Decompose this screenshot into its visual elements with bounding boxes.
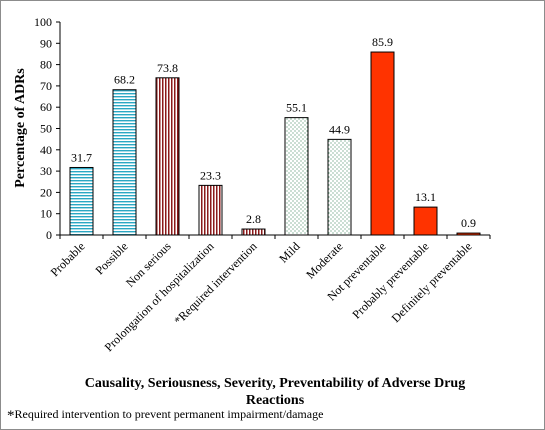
footnote-text: Required intervention to prevent permane…	[14, 407, 324, 421]
data-label: 0.9	[461, 216, 476, 230]
y-tick-label: 0	[46, 228, 52, 242]
y-tick-label: 70	[40, 79, 52, 93]
data-label: 31.7	[71, 150, 92, 164]
x-tick-label: Probably preventable	[349, 239, 431, 321]
footnote: *Required intervention to prevent perman…	[7, 407, 323, 425]
bar	[327, 138, 352, 236]
y-tick-label: 50	[40, 122, 52, 136]
data-label: 23.3	[200, 168, 221, 182]
bar	[155, 77, 180, 236]
data-label: 13.1	[415, 190, 436, 204]
x-tick-label: Probable	[48, 239, 88, 279]
x-tick-label: Moderate	[303, 239, 345, 281]
x-axis-title: Causality, Seriousness, Severity, Preven…	[84, 376, 466, 408]
footnote-marker: *	[7, 408, 15, 424]
y-tick-label: 20	[40, 185, 52, 199]
data-label: 68.2	[114, 73, 135, 87]
bar	[198, 184, 223, 236]
bar	[370, 51, 395, 236]
y-tick-label: 30	[40, 164, 52, 178]
y-tick-label: 40	[40, 143, 52, 157]
bar	[69, 166, 94, 236]
data-label: 73.8	[157, 61, 178, 75]
data-label: 85.9	[372, 35, 393, 49]
x-tick-label: Definitely preventable	[389, 239, 475, 325]
data-label: 55.1	[286, 101, 307, 115]
y-tick-label: 90	[40, 36, 52, 50]
y-tick-label: 10	[40, 207, 52, 221]
bar	[284, 117, 309, 236]
data-label: 2.8	[246, 212, 261, 226]
y-tick-label: 60	[40, 100, 52, 114]
y-tick-label: 100	[34, 15, 52, 29]
x-tick-label: Mild	[276, 239, 302, 265]
y-tick-label: 80	[40, 58, 52, 72]
y-axis-label: Percentage of ADRs	[13, 68, 28, 188]
x-tick-label: *Required intervention	[171, 239, 259, 327]
data-label: 44.9	[329, 122, 350, 136]
bar	[413, 206, 438, 236]
bar	[241, 228, 266, 236]
bar	[112, 89, 137, 236]
x-tick-label: Possible	[92, 239, 130, 277]
